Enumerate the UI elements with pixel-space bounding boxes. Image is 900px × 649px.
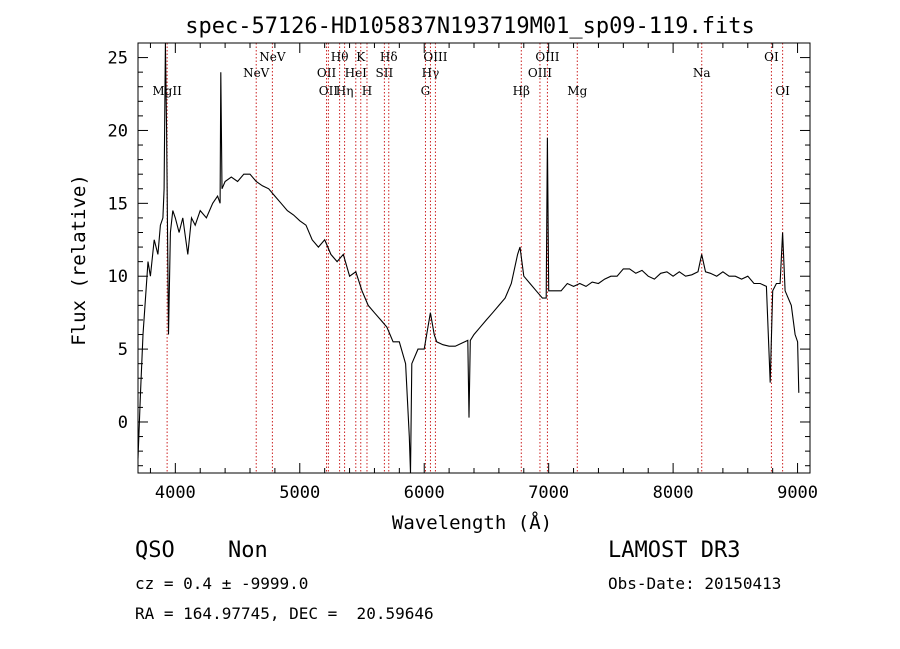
line-label-3: OII (317, 66, 337, 80)
y-tick-label-2: 10 (108, 267, 128, 287)
line-label-6: Hη (336, 84, 354, 98)
y-tick-label-4: 20 (108, 121, 128, 141)
x-axis-label: Wavelength (Å) (392, 511, 552, 534)
redshift-text: cz = 0.4 ± -9999.0 (135, 574, 309, 593)
y-tick-label-0: 0 (118, 413, 128, 433)
line-label-16: OIII (528, 66, 552, 80)
line-label-1: NeV (243, 66, 270, 80)
x-tick-label-4: 8000 (653, 483, 694, 503)
survey-label: LAMOST DR3 (608, 538, 741, 563)
emission-line-markers: MgII NeV NeV OII OII Hθ Hη HeI K H SII Hδ G Hγ OIII Hβ O… (152, 43, 790, 473)
y-tick-label-3: 15 (108, 194, 128, 214)
x-tick-label-0: 4000 (155, 483, 196, 503)
line-label-21: OI (775, 84, 790, 98)
obs-date-text: Obs-Date: 20150413 (608, 574, 782, 593)
line-label-14: OIII (423, 50, 447, 64)
line-label-9: H (362, 84, 372, 98)
line-label-2: NeV (259, 50, 286, 64)
y-tick-label-5: 25 (108, 49, 128, 69)
line-label-20: OI (764, 50, 779, 64)
line-label-17: OIII (535, 50, 559, 64)
line-label-10: SII (376, 66, 394, 80)
chart-title: spec-57126-HD105837N193719M01_sp09-119.f… (185, 14, 755, 39)
line-label-11: Hδ (380, 50, 398, 64)
plot-frame (137, 42, 811, 474)
coordinates-text: RA = 164.97745, DEC = 20.59646 (135, 604, 434, 623)
line-label-13: Hγ (422, 66, 440, 80)
line-label-18: Mg (567, 84, 587, 98)
y-axis-label: Flux (relative) (68, 174, 90, 346)
x-tick-label-1: 5000 (279, 483, 320, 503)
object-class: QSO (135, 538, 175, 563)
object-subclass: Non (228, 538, 268, 563)
x-tick-label-3: 7000 (528, 483, 569, 503)
spectrum-line (137, 42, 800, 474)
line-label-7: HeI (345, 66, 368, 80)
y-tick-label-1: 5 (118, 340, 128, 360)
x-tick-label-2: 6000 (404, 483, 445, 503)
line-label-19: Na (693, 66, 711, 80)
x-tick-label-5: 9000 (777, 483, 818, 503)
x-axis: 4000 5000 6000 7000 8000 9000 (149, 43, 818, 503)
line-label-0: MgII (152, 84, 182, 98)
line-label-15: Hβ (513, 84, 530, 98)
y-axis: 0 5 10 15 20 25 (108, 49, 810, 467)
line-label-12: G (421, 84, 431, 98)
line-label-4: OII (319, 84, 339, 98)
line-label-8: K (356, 50, 366, 64)
line-label-5: Hθ (331, 50, 349, 64)
